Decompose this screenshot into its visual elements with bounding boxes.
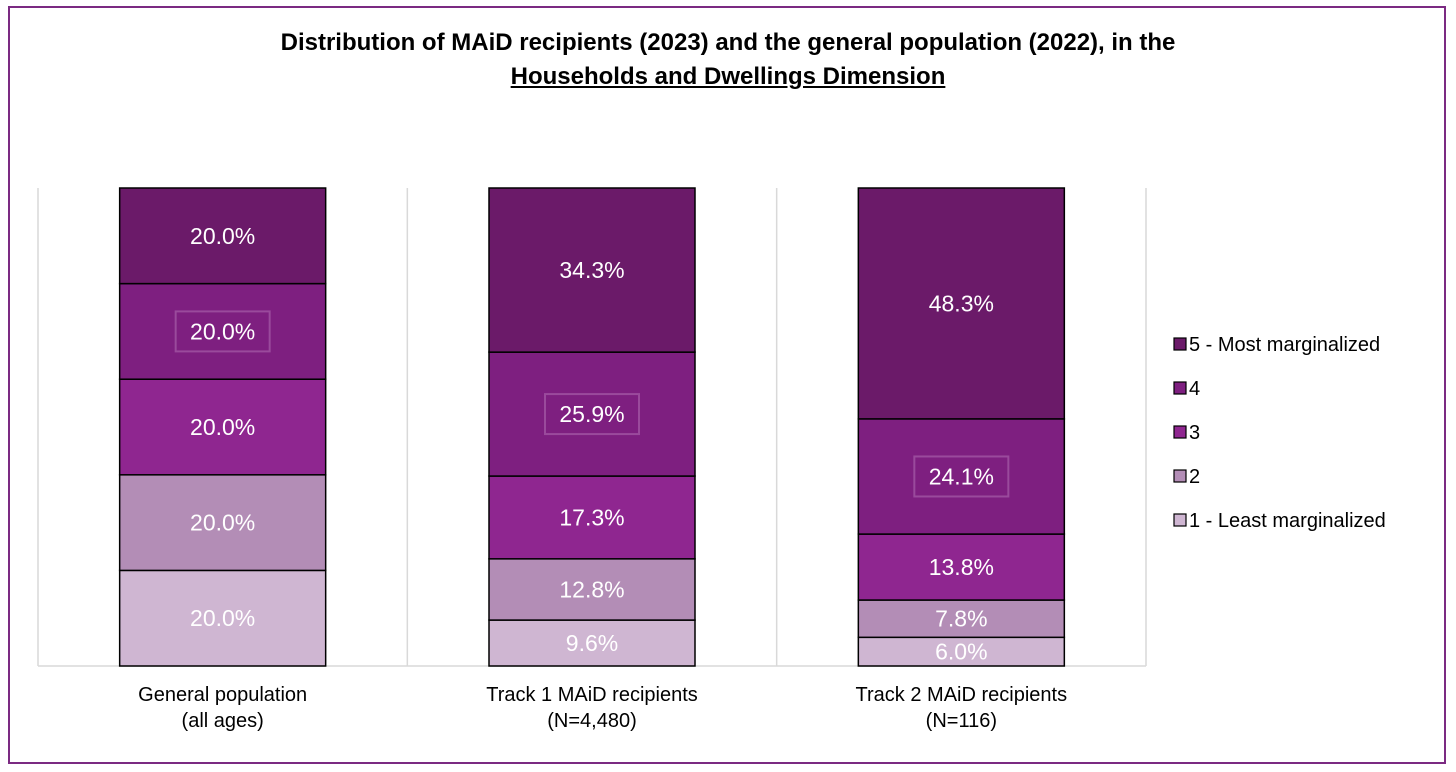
bar-segment	[857, 533, 1066, 601]
bar-segment	[118, 569, 327, 667]
category-label: (all ages)	[182, 710, 264, 732]
legend-label: 5 - Most marginalized	[1189, 334, 1380, 356]
legend-label: 3	[1189, 422, 1200, 444]
data-label: 20.0%	[190, 605, 255, 631]
bar-segment	[857, 418, 1066, 535]
category-label: Track 1 MAiD recipients	[486, 684, 698, 706]
bar-segment	[118, 378, 327, 476]
chart-title: Distribution of MAiD recipients (2023) a…	[0, 26, 1456, 94]
data-label: 25.9%	[559, 401, 624, 427]
bar-segment	[118, 474, 327, 572]
legend-swatch	[1173, 381, 1187, 395]
category-label: (N=116)	[926, 710, 997, 732]
bar-segment	[118, 282, 327, 380]
chart-title-line2: Households and Dwellings Dimension	[510, 63, 946, 90]
bar-segment	[857, 636, 1066, 667]
bar-segment	[488, 619, 696, 667]
legend-swatch	[1173, 425, 1187, 439]
legend-swatch	[1173, 337, 1187, 351]
data-label: 13.8%	[929, 554, 994, 580]
legend-label: 2	[1189, 466, 1200, 488]
legend-label: 4	[1189, 378, 1200, 400]
highlight-box	[174, 310, 271, 353]
bar-segment	[488, 187, 696, 353]
data-label: 12.8%	[559, 576, 624, 602]
bar-segment	[857, 187, 1066, 420]
bar-segment	[857, 599, 1066, 639]
data-label: 6.0%	[935, 639, 987, 665]
highlight-box	[544, 393, 640, 436]
data-label: 20.0%	[190, 223, 255, 249]
data-label: 34.3%	[559, 257, 624, 283]
data-label: 20.0%	[190, 414, 255, 440]
legend-label: 1 - Least marginalized	[1189, 510, 1386, 532]
data-label: 24.1%	[929, 463, 994, 489]
category-label: (N=4,480)	[547, 710, 637, 732]
data-label: 20.0%	[190, 318, 255, 344]
data-label: 9.6%	[566, 630, 618, 656]
bar-segment	[488, 475, 696, 560]
chart-title-line1: Distribution of MAiD recipients (2023) a…	[280, 29, 1176, 56]
data-label: 20.0%	[190, 510, 255, 536]
legend-swatch	[1173, 469, 1187, 483]
category-label: Track 2 MAiD recipients	[856, 684, 1068, 706]
data-label: 48.3%	[929, 290, 994, 316]
legend-swatch	[1173, 513, 1187, 527]
bar-segment	[488, 558, 696, 621]
highlight-box	[913, 455, 1010, 498]
data-label: 17.3%	[559, 504, 624, 530]
data-label: 7.8%	[935, 606, 987, 632]
category-label: General population	[138, 684, 307, 706]
bar-segment	[118, 187, 327, 285]
bar-segment	[488, 351, 696, 477]
